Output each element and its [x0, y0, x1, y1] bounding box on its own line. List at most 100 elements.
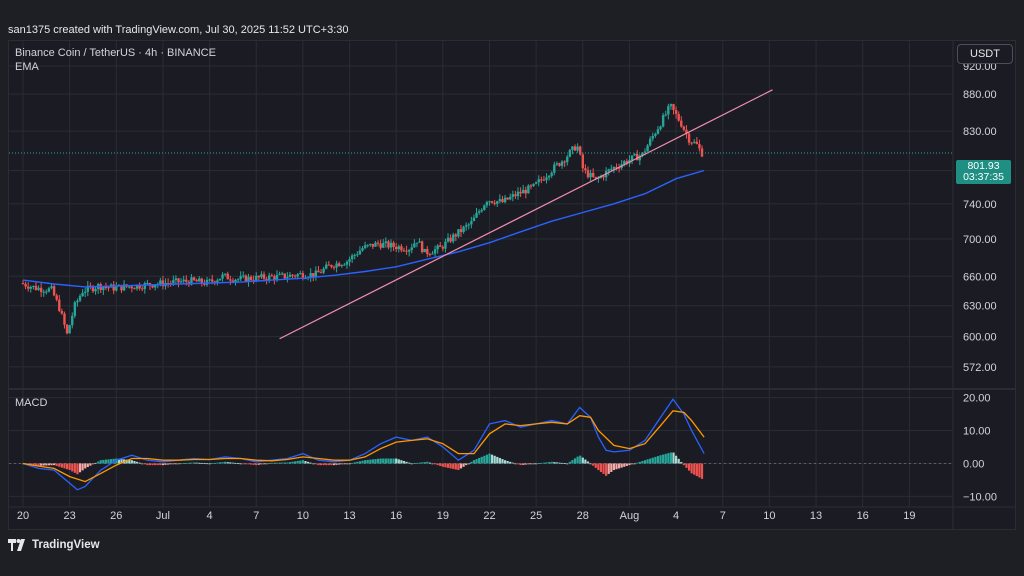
macd-histogram-bar: [281, 462, 284, 464]
candle-body: [545, 177, 548, 181]
candle-body: [249, 276, 253, 281]
bar-countdown: 03:37:35: [963, 171, 1004, 183]
macd-histogram-bar: [187, 462, 190, 464]
candle-body: [558, 163, 561, 166]
candle-body: [397, 246, 400, 250]
candle-body: [102, 287, 105, 291]
macd-histogram-bar: [71, 463, 74, 472]
macd-histogram-bar: [37, 463, 40, 466]
macd-histogram-bar: [387, 458, 390, 464]
candle-body: [270, 275, 273, 277]
macd-histogram-bar: [506, 461, 509, 464]
candle-body: [42, 291, 45, 293]
candle-body: [664, 114, 667, 116]
chart-canvas[interactable]: 20 23 26 Jul 4 7 10 13 16 19 22 25 28 Aug 4 7 10 13 16 19 57…: [9, 41, 1015, 529]
ema-indicator-label[interactable]: EMA: [15, 61, 39, 73]
macd-histogram-bar: [535, 463, 538, 465]
candle-body: [449, 237, 452, 242]
last-price-value: 801.93: [967, 160, 1000, 172]
macd-histogram-bar: [581, 457, 584, 464]
macd-histogram-bar: [358, 461, 362, 464]
macd-histogram-bar: [646, 459, 649, 464]
candle-body: [395, 246, 398, 250]
macd-histogram-bar: [348, 463, 351, 465]
macd-histogram-bar: [643, 460, 647, 464]
candle-body: [384, 241, 388, 243]
candle-body: [387, 241, 390, 248]
macd-histogram-bar: [649, 458, 652, 464]
tradingview-brand: TradingView: [32, 539, 100, 551]
macd-histogram-bar: [695, 463, 698, 477]
price-pane: [9, 89, 953, 340]
candle-body: [221, 274, 224, 279]
macd-histogram-bar: [485, 454, 489, 464]
candle-body: [143, 283, 147, 289]
candle-body: [568, 149, 572, 157]
macd-histogram-bar: [594, 463, 597, 468]
candle-body: [493, 202, 496, 204]
macd-histogram-bar: [452, 463, 455, 469]
candle-body: [58, 299, 61, 311]
chart-area[interactable]: 20 23 26 Jul 4 7 10 13 16 19 22 25 28 Aug 4 7 10 13 16 19 57…: [8, 40, 1016, 530]
candle-body: [213, 281, 216, 283]
chart-legend[interactable]: Binance Coin / TetherUS · 4h · BINANCE E…: [15, 46, 216, 74]
candle-body: [498, 199, 502, 202]
macd-histogram-bar: [560, 462, 564, 464]
macd-histogram-bar: [117, 458, 120, 464]
macd-histogram-bar: [135, 461, 139, 464]
macd-histogram-bar: [332, 463, 336, 466]
candle-body: [37, 287, 40, 290]
macd-histogram-bar: [664, 453, 667, 464]
macd-histogram-bar: [509, 461, 512, 464]
chart-caption: san1375 created with TradingView.com, Ju…: [8, 24, 349, 36]
macd-histogram-bar: [374, 459, 377, 464]
candle-body: [345, 261, 349, 265]
macd-histogram-bar: [465, 463, 468, 466]
candle-body: [464, 225, 468, 227]
candle-body: [680, 120, 683, 127]
candle-body: [413, 243, 416, 248]
macd-histogram-bar: [216, 462, 219, 464]
candle-body: [177, 278, 180, 283]
candle-body: [34, 285, 38, 290]
macd-histogram-bar: [159, 463, 162, 466]
candle-body: [122, 284, 126, 291]
candle-body: [423, 248, 426, 253]
macd-histogram-bar: [265, 463, 268, 465]
macd-histogram-bar: [73, 463, 76, 473]
macd-axis-label: 0.00: [963, 458, 984, 470]
candle-body: [454, 234, 458, 237]
candle-body: [576, 146, 579, 151]
candle-body: [68, 325, 71, 334]
candle-body: [268, 275, 271, 281]
macd-histogram-bar: [335, 463, 338, 465]
macd-histogram-bar: [208, 463, 211, 465]
tradingview-logo[interactable]: TradingView: [8, 538, 100, 552]
candle-body: [405, 250, 408, 252]
candle-body: [690, 142, 693, 144]
candle-body: [226, 273, 229, 280]
candle-body: [24, 283, 27, 287]
macd-histogram-bar: [268, 463, 271, 464]
candle-body: [687, 133, 691, 143]
candle-body: [301, 273, 305, 279]
candle-body: [630, 155, 634, 161]
macd-histogram-bar: [361, 460, 364, 464]
candle-body: [534, 182, 538, 184]
macd-histogram-bar: [156, 463, 159, 466]
candle-body: [436, 245, 439, 250]
candle-body: [376, 242, 380, 244]
candle-body: [402, 250, 406, 252]
candle-body: [330, 265, 333, 267]
macd-histogram-bar: [81, 463, 84, 471]
macd-histogram-bar: [379, 458, 382, 464]
macd-histogram-bar: [612, 463, 615, 471]
x-axis-tick-label: 22: [483, 510, 495, 522]
macd-histogram-bar: [493, 455, 496, 464]
macd-histogram-bar: [599, 463, 603, 472]
candle-body: [643, 151, 647, 153]
candle-body: [446, 237, 450, 242]
currency-selector[interactable]: USDT: [957, 44, 1013, 64]
macd-indicator-label[interactable]: MACD: [15, 397, 48, 409]
candle-body: [374, 242, 377, 247]
